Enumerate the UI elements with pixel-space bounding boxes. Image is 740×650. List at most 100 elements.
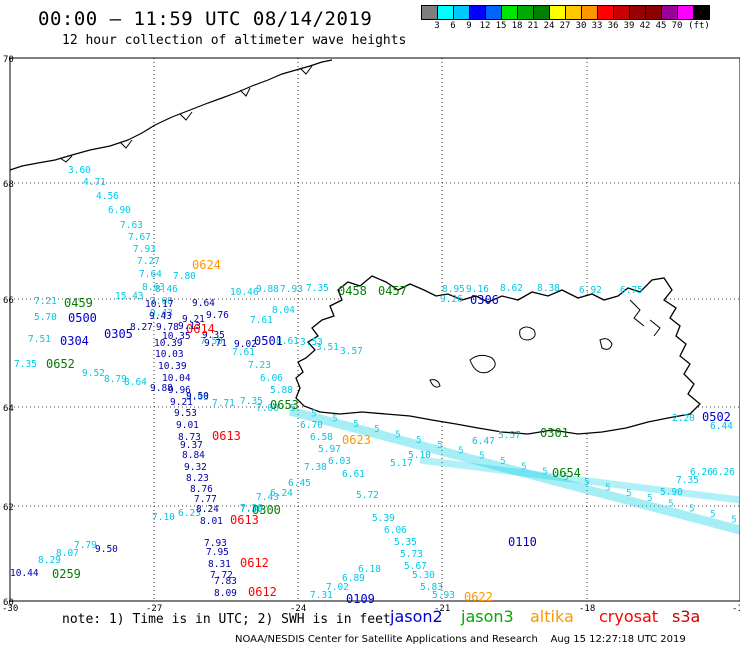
wave-value-cyan: 8.04	[272, 305, 295, 316]
wave-value-cyan: 7.36	[240, 503, 263, 514]
lon-label: -27	[146, 604, 162, 614]
wave-value-cyan: 7.93	[280, 284, 303, 295]
legend-label: 18	[511, 21, 523, 31]
wave-value-navy: 8.76	[190, 484, 213, 495]
track-band-mark: 5	[626, 488, 632, 499]
legend-label: 3	[434, 21, 440, 31]
wave-value-navy: 10.44	[10, 568, 39, 579]
legend-label: 70	[671, 21, 683, 31]
wave-value-navy: 8.27	[130, 322, 153, 333]
wave-value-cyan: 5.30	[412, 570, 435, 581]
pass-label: 0459	[64, 296, 93, 310]
wave-value-cyan: 7.10	[152, 512, 175, 523]
greenland-coast	[9, 59, 333, 171]
wave-value-cyan: 7.67	[128, 232, 151, 243]
wave-value-cyan: 8.07	[56, 548, 79, 559]
pass-label: 0304	[60, 334, 89, 348]
wave-value-cyan: 6.03	[328, 456, 351, 467]
track-band-mark: 5	[584, 477, 590, 488]
wave-value-cyan: 7.35	[306, 283, 329, 294]
wave-value-cyan: 7.51	[28, 334, 51, 345]
wave-value-cyan: 2.20	[672, 413, 695, 424]
wave-value-navy: 10.03	[155, 349, 184, 360]
track-band-mark: 5	[710, 509, 716, 520]
pass-label: 0457	[378, 284, 407, 298]
wave-value-navy: 8.84	[182, 450, 205, 461]
wave-value-cyan: 6.24	[270, 488, 293, 499]
wave-value-navy: 9.37	[180, 440, 203, 451]
wave-value-cyan: 7.35	[14, 359, 37, 370]
wave-value-cyan: 6.06	[260, 373, 283, 384]
wave-value-cyan: 8.03	[186, 392, 209, 403]
legend-label: 42	[639, 21, 651, 31]
track-band-mark: 5	[542, 467, 548, 478]
lon-label: -24	[290, 604, 306, 614]
pass-label: 0613	[230, 513, 259, 527]
wave-value-cyan: 9.43	[150, 308, 173, 319]
wave-value-cyan: 3.53	[300, 337, 323, 348]
wave-value-cyan: 5.10	[408, 450, 431, 461]
track-band-mark: 5	[689, 504, 695, 515]
wave-value-cyan: 6.18	[358, 564, 381, 575]
wave-value-navy: 9.96	[168, 385, 191, 396]
wave-value-cyan: 7.30	[240, 504, 263, 515]
pass-label: 0622	[464, 590, 493, 604]
track-band-mark: 5	[647, 493, 653, 504]
lon-label: -30	[2, 604, 18, 614]
map-title: 00:00 – 11:59 UTC 08/14/2019	[38, 8, 373, 30]
wave-value-cyan: 8.29	[38, 555, 61, 566]
wave-value-cyan: 6.23	[178, 508, 201, 519]
lat-label: 70	[3, 55, 14, 65]
track-band-mark: 5	[458, 445, 464, 456]
wave-value-cyan: 8.62	[500, 283, 523, 294]
track-band-mark: 5	[668, 498, 674, 509]
wave-value-cyan: 8.38	[537, 283, 560, 294]
iceland-lakes	[429, 326, 613, 388]
wave-value-cyan: 5.17	[390, 458, 413, 469]
wave-value-navy: 9.71	[204, 338, 227, 349]
wave-value-navy: 9.50	[95, 544, 118, 555]
wave-value-cyan: 5.70	[34, 312, 57, 323]
legend-label: 6	[450, 21, 456, 31]
lat-label: 64	[3, 404, 14, 414]
wave-value-cyan: 6.70	[300, 420, 323, 431]
pass-label: 0654	[552, 466, 581, 480]
wave-value-cyan: 7.79	[74, 540, 97, 551]
wave-value-navy: 9.88	[150, 383, 173, 394]
track-band-mark: 5	[395, 430, 401, 441]
dense-track-band-2	[419, 456, 740, 504]
wave-value-cyan: 7.50	[200, 336, 223, 347]
legend-jason2: jason2	[390, 607, 443, 626]
wave-value-navy: 9.01	[176, 420, 199, 431]
wave-value-navy: 8.73	[178, 432, 201, 443]
wave-value-cyan: 10.46	[230, 287, 259, 298]
wave-value-navy: 7.95	[206, 547, 229, 558]
track-band-mark: 5	[416, 435, 422, 446]
wave-value-navy: 8.09	[214, 588, 237, 599]
wave-value-cyan: 8.46	[155, 284, 178, 295]
wave-value-cyan: 6.45	[288, 478, 311, 489]
pass-label: 0300	[252, 503, 281, 517]
pass-label: 0653	[270, 398, 299, 412]
wave-value-cyan: 6.75	[620, 285, 643, 296]
wave-value-cyan: 7.38	[304, 462, 327, 473]
wave-value-navy: 10.35	[162, 331, 191, 342]
wave-value-cyan: 6.47	[472, 436, 495, 447]
wave-value-cyan: 7.43	[256, 492, 279, 503]
wave-value-cyan: 8.61	[276, 336, 299, 347]
wave-value-navy: 10.39	[158, 361, 187, 372]
legend-label: 39	[623, 21, 635, 31]
pass-label: 0259	[52, 567, 81, 581]
track-band-mark: 5	[290, 403, 296, 414]
pass-label: 0612	[240, 556, 269, 570]
wave-value-cyan: 6.92	[579, 285, 602, 296]
wave-value-navy: 8.23	[186, 473, 209, 484]
wave-value-navy: 7.77	[194, 494, 217, 505]
wave-value-cyan: 7.02	[326, 582, 349, 593]
map-frame	[9, 57, 740, 602]
greenland-fjords	[59, 65, 313, 163]
iceland-coast	[295, 275, 701, 435]
wave-value-navy: 9.02	[234, 339, 257, 350]
wave-value-cyan: 5.39	[372, 513, 395, 524]
